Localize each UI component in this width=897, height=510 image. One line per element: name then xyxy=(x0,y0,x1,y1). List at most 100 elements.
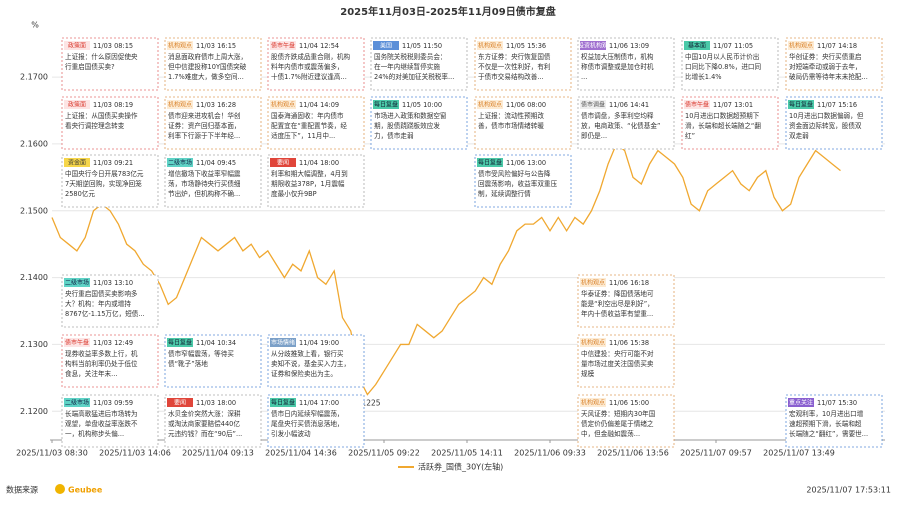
annotation-text: 力，债市走弱 xyxy=(374,131,414,140)
annotation-text: 即仍是... xyxy=(581,131,607,140)
annotation-text: 对短端牵动或弱于去年， xyxy=(789,62,862,71)
annotation: 市场情绪 11/04 19:00 从分歧推致上看，银行买卖知不说，基金买入力主，证券… xyxy=(267,334,365,388)
annotation-text: 上证报：从国债买卖操作 xyxy=(65,111,138,120)
annotation-text: 华创证券：央行买债重启 xyxy=(789,52,862,61)
brand-icon xyxy=(55,484,65,494)
annotation: 投资机构观 11/06 13:09 权益加大压制债市，机构称债市调整或是加仓时机..… xyxy=(577,37,675,91)
annotation-text: 债市迎来进攻机会！华创 xyxy=(168,111,241,120)
annotation: 机构观点 11/04 14:09 国泰海通固收：年内债市配置宜在“重配置节奏，经适度… xyxy=(267,96,365,150)
annotation-text: 资金面边际转宽，股债双 xyxy=(789,121,862,130)
annotation-tag: 投资机构观 xyxy=(578,42,608,50)
annotation: 债市午盘 11/04 12:54 股债齐跌成品重合刚，机构料年内债市或震荡偏多，十债… xyxy=(267,37,365,91)
annotation-text: 看央行调控理念转变 xyxy=(65,121,125,130)
annotation: 机构观点 11/03 16:28 债市迎来进攻机会！华创证券：资产回归基本面，利率下… xyxy=(164,96,262,150)
annotation-tag: 市场情绪 xyxy=(271,339,295,347)
annotation-text: 期，股债跷跷板效应发 xyxy=(374,121,440,130)
annotation: 机构观点 11/06 15:00 天风证券：短期内30年国债定价仍偏差尾于情绪之中，… xyxy=(577,394,675,448)
annotation: 二级市场 11/04 09:45 增信撤场下收益率窄幅震荡，市场静待央行买债细节出炉… xyxy=(164,154,262,208)
annotation-text: 债定价仍偏差尾于情绪之 xyxy=(581,419,654,428)
annotation-text: 长端随之“翻红”，需要世... xyxy=(789,429,868,438)
annotation-time: 11/04 17:00 xyxy=(299,399,339,407)
annotation-time: 11/07 13:01 xyxy=(713,101,753,109)
annotation-time: 11/03 13:10 xyxy=(93,279,133,287)
annotation-text: 华泰证券：降国债落地可 xyxy=(581,289,654,298)
annotation: 机构观点 11/06 16:18 华泰证券：降国债落地可能是“利空出尽是利好”，年内… xyxy=(577,274,675,328)
annotation-tag-bg xyxy=(270,41,296,50)
annotation-time: 11/03 12:49 xyxy=(93,339,133,347)
annotation: 美国 11/05 11:50 国务院关税税则委员会：在一年内继续暂停实施24%的对美… xyxy=(370,37,468,91)
annotation-time: 11/04 14:09 xyxy=(299,101,339,109)
value-label: 2.1225 xyxy=(354,399,380,408)
annotation-time: 11/03 08:19 xyxy=(93,101,133,109)
annotation-time: 11/07 15:30 xyxy=(817,399,857,407)
annotation-tag-bg xyxy=(580,41,606,50)
annotation-time: 11/07 11:05 xyxy=(713,42,753,50)
y-tick-label: 2.1200 xyxy=(20,407,48,416)
annotation-tag: 机构观点 xyxy=(581,339,605,347)
annotation-text: 行重启国债买卖? xyxy=(65,62,115,71)
annotation-time: 11/05 11:50 xyxy=(402,42,442,50)
annotation-text: 年内十债收益率有望重... xyxy=(581,309,653,318)
annotation: 基本面 11/07 11:05 中国10月以人民币计价出口同比下降0.8%，进口同比… xyxy=(681,37,779,91)
annotation-tag: 债市调盘 xyxy=(581,101,605,109)
annotation-tag-bg xyxy=(580,278,606,287)
annotation-tag-bg xyxy=(64,398,90,407)
annotation-time: 11/03 16:28 xyxy=(196,101,236,109)
annotation-text: 从分歧推致上看，银行买 xyxy=(271,349,344,358)
timestamp: 2025/11/07 17:53:11 xyxy=(806,486,891,495)
annotation: 每日复盘 11/07 15:16 10月进出口数据偏弱，但资金面边际转宽，股债双双走… xyxy=(785,96,883,150)
annotation-tag-bg xyxy=(64,338,90,347)
annotation-tag: 机构观点 xyxy=(789,42,813,50)
annotation-text: 双走弱 xyxy=(789,132,809,140)
annotation: 要闻 11/04 18:00 利率和期大幅调整，4月到期限收益378P，1月震幅度最… xyxy=(267,154,365,208)
annotation-text: 债市日内延续窄幅震荡， xyxy=(271,409,344,418)
annotation-tag-bg xyxy=(64,100,90,109)
annotation-text: 量市场过度关注国债买卖 xyxy=(581,359,654,368)
line xyxy=(51,142,841,396)
annotation-text: 于债市交易结构改善... xyxy=(478,72,544,81)
x-tick-label: 2025/11/05 14:11 xyxy=(431,449,503,458)
annotation-tag-bg xyxy=(64,41,90,50)
annotation: 重点关注 11/07 15:30 宏观利率，10月进出口增速超预期下滑，长端和超长端… xyxy=(785,394,883,448)
annotation-text: 引发小幅波动 xyxy=(271,429,311,438)
x-tick-label: 2025/11/03 14:06 xyxy=(99,449,171,458)
annotation-tag: 每日复盘 xyxy=(271,399,295,407)
annotation-text: 中信建投：央行可能不对 xyxy=(581,349,654,358)
x-tick-label: 2025/11/04 14:36 xyxy=(265,449,337,458)
annotation-text: 现券收益率多数上行，机 xyxy=(65,349,138,358)
annotation: 债市午盘 11/07 13:01 10月进出口数据超预期下滑，长端和超长端随之“翻红… xyxy=(681,96,779,150)
annotation-text: 债市受风险偏好与公告降 xyxy=(478,169,551,178)
annotation-time: 11/04 09:45 xyxy=(196,159,236,167)
annotation-text: 消息面政府债市上周大涨， xyxy=(168,52,247,61)
annotation-tag-bg xyxy=(580,100,606,109)
annotation-text: 荡，市场静待央行买债细 xyxy=(168,179,241,188)
annotation-text: 利率下行源于下半年经... xyxy=(168,131,240,140)
annotation-time: 11/04 19:00 xyxy=(299,339,339,347)
annotation-text: ... xyxy=(581,73,587,81)
annotation-tag: 二级市场 xyxy=(65,279,89,287)
x-tick-label: 2025/11/04 09:13 xyxy=(182,449,254,458)
annotation-text: 节出炉，但机构称不确... xyxy=(168,189,240,198)
annotation-text: 中国10月以人民币计价出 xyxy=(685,52,759,61)
annotation-text: 回震荡影响，收益率双重压 xyxy=(478,179,558,188)
annotation-tag-bg xyxy=(477,41,503,50)
annotation-time: 11/07 14:18 xyxy=(817,42,857,50)
annotation-box xyxy=(267,154,365,208)
annotation-text: 8767亿-1.15万亿，短债... xyxy=(65,309,145,318)
annotation-text: 配置宜在“重配置节奏，经 xyxy=(271,121,347,130)
annotation: 每日复盘 11/04 17:00 债市日内延续窄幅震荡，尾盘央行买债消息落地，引发小… xyxy=(267,394,365,448)
annotation-text: 口同比下降0.8%，进口同 xyxy=(685,62,762,71)
annotation-tag: 每日复盘 xyxy=(789,101,813,109)
annotation-text: 制，延续调整行情 xyxy=(478,189,531,198)
annotation-text: 尾盘央行买债消息落地， xyxy=(271,419,344,428)
annotation-text: 但中信建投称10Y国债突破 xyxy=(168,62,247,71)
annotation-text: 在一年内继续暂停实施 xyxy=(374,62,440,71)
annotation-text: 破局仍需等待年末未抢配... xyxy=(789,72,868,81)
annotation-tag: 重点关注 xyxy=(789,399,813,407)
annotation-text: 善，债市市场情绪转暖 xyxy=(478,121,544,130)
chart-title: 2025年11月03日-2025年11月09日债市复盘 xyxy=(340,5,555,18)
annotation-tag: 每日复盘 xyxy=(478,159,502,167)
annotation-text: 增信撤场下收益率窄幅震 xyxy=(168,169,241,178)
annotation-tag-bg xyxy=(684,41,710,50)
annotation-tag: 每日复盘 xyxy=(374,101,398,109)
